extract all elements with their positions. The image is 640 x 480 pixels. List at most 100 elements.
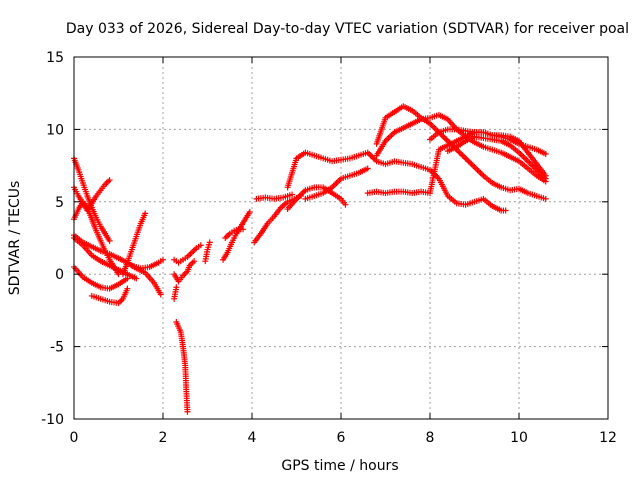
x-tick-label: 4: [248, 430, 257, 446]
series-arc-21: [302, 165, 371, 202]
data-point: [542, 175, 549, 182]
data-point: [335, 178, 342, 185]
data-point: [246, 208, 253, 215]
data-point: [542, 195, 549, 202]
data-point: [294, 194, 301, 201]
data-point: [181, 271, 188, 278]
x-axis-label: GPS time / hours: [281, 458, 398, 474]
data-point: [470, 162, 477, 169]
data-marks: [71, 103, 549, 415]
series-arc-19: [284, 149, 509, 214]
data-point: [184, 408, 191, 415]
data-point: [461, 153, 468, 160]
y-tick-label: 0: [55, 267, 64, 283]
data-point: [299, 190, 306, 197]
data-point: [520, 153, 527, 160]
data-point: [197, 242, 204, 249]
series-arc-18: [253, 191, 296, 202]
data-point: [124, 285, 131, 292]
data-point: [157, 291, 164, 298]
x-tick-label: 6: [337, 430, 346, 446]
data-point: [386, 133, 393, 140]
data-point: [191, 246, 198, 253]
data-point: [542, 151, 549, 158]
series-arc-12: [173, 318, 191, 415]
y-tick-label: -5: [50, 340, 64, 356]
data-point: [443, 136, 450, 143]
data-point: [518, 152, 525, 159]
data-point: [369, 153, 376, 160]
data-point: [173, 284, 180, 291]
data-point: [465, 158, 472, 165]
data-point: [468, 161, 475, 168]
data-point: [116, 298, 123, 305]
data-point: [190, 248, 197, 255]
data-point: [475, 168, 482, 175]
data-point: [124, 275, 131, 282]
series-arc-8: [119, 210, 149, 278]
data-point: [456, 149, 463, 156]
x-tick-label: 0: [70, 430, 79, 446]
data-point: [370, 155, 377, 162]
x-tick-label: 12: [599, 430, 617, 446]
data-point: [474, 166, 481, 173]
y-tick-label: -10: [41, 412, 64, 428]
data-point: [189, 259, 196, 266]
data-point: [332, 181, 339, 188]
data-point: [502, 207, 509, 214]
x-tick-label: 2: [159, 430, 168, 446]
data-point: [477, 169, 484, 176]
data-point: [106, 177, 113, 184]
data-point: [133, 275, 140, 282]
data-point: [431, 124, 438, 131]
chart-title: Day 033 of 2026, Sidereal Day-to-day VTE…: [66, 21, 629, 37]
data-point: [467, 159, 474, 166]
data-point: [364, 165, 371, 172]
data-point: [223, 233, 230, 240]
y-tick-label: 10: [46, 122, 64, 138]
series-arc-6: [71, 263, 131, 292]
data-point: [385, 135, 392, 142]
data-point: [366, 151, 373, 158]
y-axis-label: SDTVAR / TECUs: [7, 181, 23, 296]
data-point: [105, 178, 112, 185]
data-point: [206, 239, 213, 246]
data-point: [160, 256, 166, 263]
y-tick-label: 15: [46, 50, 64, 66]
data-point: [103, 179, 110, 186]
data-point: [471, 164, 478, 171]
data-point: [441, 135, 448, 142]
grid: [74, 57, 608, 419]
data-point: [240, 226, 247, 233]
data-point: [333, 179, 340, 186]
series-arc-5: [71, 235, 140, 282]
data-point: [289, 191, 296, 198]
data-point: [472, 165, 479, 172]
series-arc-9: [128, 256, 166, 272]
data-point: [187, 250, 194, 257]
data-point: [462, 155, 469, 162]
data-point: [106, 237, 113, 244]
series-arc-11: [171, 258, 198, 285]
data-point: [367, 152, 374, 159]
x-tick-label: 8: [426, 430, 435, 446]
data-point: [478, 171, 485, 178]
data-point: [388, 132, 395, 139]
series-arc-10: [171, 242, 204, 266]
series-arc-13: [171, 284, 180, 302]
data-point: [429, 123, 436, 130]
data-point: [458, 151, 465, 158]
axis-ticks: 0 2 4 6 8 10 12 -10 -5 0 5 10 15: [41, 50, 617, 446]
x-tick-label: 10: [510, 430, 528, 446]
data-point: [188, 249, 195, 256]
series-arc-14: [202, 239, 213, 265]
y-tick-label: 5: [55, 195, 64, 211]
data-point: [517, 151, 524, 158]
series-arc-16: [222, 226, 247, 241]
series-arc-7: [88, 285, 131, 307]
series-arc-26: [444, 133, 549, 182]
data-point: [459, 152, 466, 159]
data-point: [185, 252, 192, 259]
data-point: [142, 210, 149, 217]
